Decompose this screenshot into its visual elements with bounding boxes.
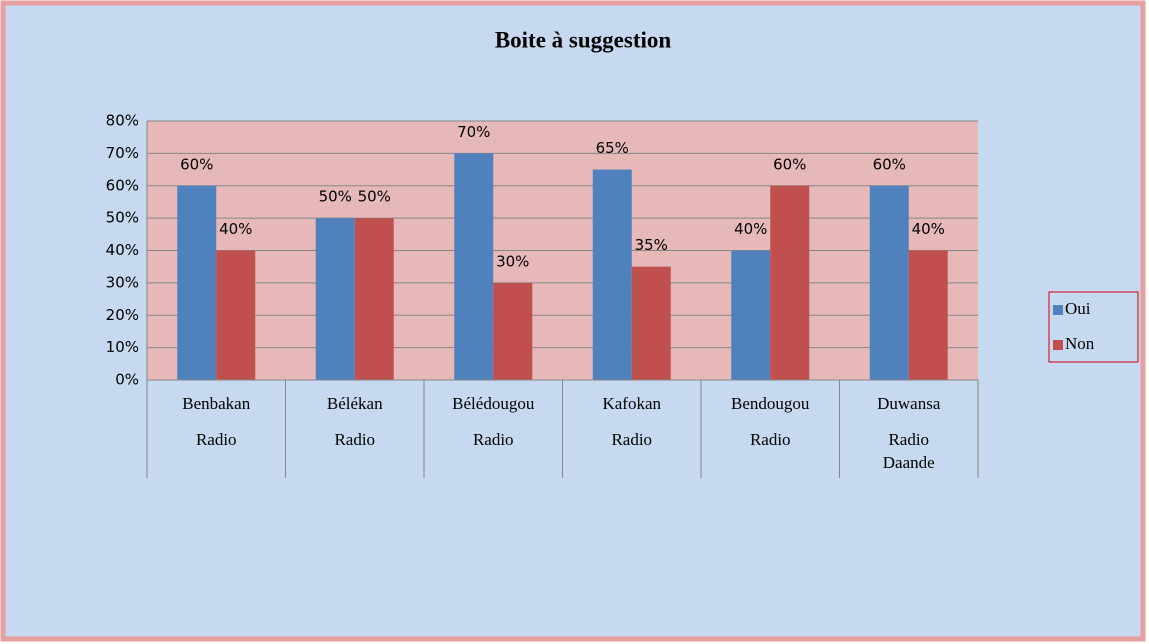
- x-tick-label: Radio: [473, 430, 514, 449]
- data-label: 40%: [219, 220, 252, 238]
- legend-label: Non: [1065, 334, 1095, 353]
- x-tick-label: Radio: [334, 430, 375, 449]
- bar: [631, 266, 671, 380]
- x-tick-label: Duwansa: [877, 394, 941, 413]
- y-tick-label: 10%: [106, 338, 139, 356]
- x-tick-label: Radio: [196, 430, 237, 449]
- x-tick-label: Bélédougou: [452, 394, 535, 413]
- x-tick-label: Radio: [750, 430, 791, 449]
- bar: [177, 185, 217, 380]
- bar: [493, 282, 533, 380]
- bar: [354, 218, 394, 380]
- y-tick-label: 20%: [106, 306, 139, 324]
- bar: [731, 250, 771, 380]
- x-tick-label: Daande: [883, 453, 935, 472]
- y-tick-label: 0%: [115, 371, 139, 389]
- bar: [454, 153, 494, 380]
- y-tick-label: 30%: [106, 273, 139, 291]
- bar: [908, 250, 948, 380]
- legend-label: Oui: [1065, 299, 1091, 318]
- y-tick-label: 70%: [106, 144, 139, 162]
- bar: [216, 250, 256, 380]
- data-label: 60%: [873, 155, 906, 173]
- data-label: 40%: [734, 220, 767, 238]
- data-label: 35%: [635, 236, 668, 254]
- data-label: 70%: [457, 123, 490, 141]
- data-label: 50%: [358, 188, 391, 206]
- chart-title: Boite à suggestion: [495, 27, 672, 52]
- x-tick-label: Radio: [611, 430, 652, 449]
- legend: [1048, 291, 1139, 363]
- bar: [869, 185, 909, 380]
- y-tick-label: 50%: [106, 209, 139, 227]
- data-label: 40%: [912, 220, 945, 238]
- bar: [770, 185, 810, 380]
- legend-swatch: [1053, 340, 1063, 350]
- data-label: 50%: [319, 188, 352, 206]
- y-tick-label: 80%: [106, 112, 139, 130]
- bar: [315, 218, 355, 380]
- data-label: 65%: [596, 139, 629, 157]
- bar: [592, 169, 632, 380]
- x-tick-label: Kafokan: [602, 394, 661, 413]
- legend-swatch: [1053, 305, 1063, 315]
- x-tick-label: Bélékan: [327, 394, 383, 413]
- data-label: 60%: [773, 155, 806, 173]
- x-tick-label: Radio: [888, 430, 929, 449]
- y-tick-label: 40%: [106, 241, 139, 259]
- y-tick-label: 60%: [106, 176, 139, 194]
- x-tick-label: Bendougou: [731, 394, 810, 413]
- x-tick-label: Benbakan: [182, 394, 250, 413]
- data-label: 30%: [496, 252, 529, 270]
- data-label: 60%: [180, 155, 213, 173]
